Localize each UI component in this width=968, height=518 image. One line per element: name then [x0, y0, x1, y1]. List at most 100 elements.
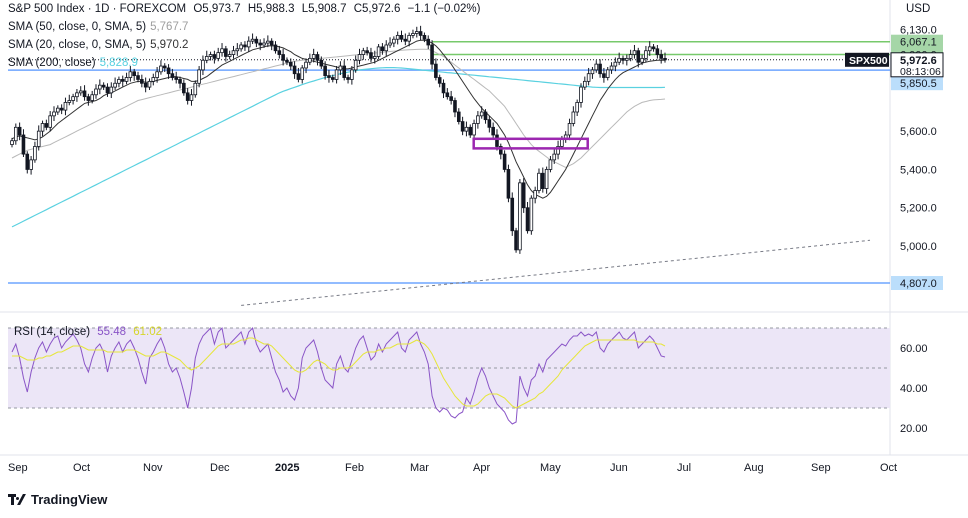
candle-body	[170, 73, 175, 78]
candle-body	[14, 126, 18, 142]
legend-sma200[interactable]: SMA (200, close) 5,828.9	[8, 56, 138, 70]
rsi-legend[interactable]: RSI (14, close) 55.48 61.02	[14, 326, 162, 338]
time-tick-label: Oct	[880, 462, 897, 474]
time-tick-label: Dec	[210, 462, 230, 474]
candle-body	[502, 153, 507, 170]
candle-body	[498, 146, 503, 155]
candle-body	[602, 73, 606, 78]
candle-body	[33, 146, 37, 161]
candle-body	[548, 159, 553, 170]
legend-sma50[interactable]: SMA (50, close, 0, SMA, 5) 5,767.7	[8, 20, 188, 34]
candle-body	[243, 44, 247, 48]
candle-body	[365, 50, 369, 54]
candle-body	[487, 119, 492, 128]
candle-body	[136, 75, 140, 80]
candle-body	[514, 230, 518, 251]
candle-body	[288, 61, 293, 67]
candle-body	[204, 56, 209, 61]
sma20-line	[11, 39, 665, 199]
price-label-bg	[891, 76, 943, 91]
candle-body	[571, 111, 576, 124]
candle-body	[609, 65, 614, 71]
candle-body	[395, 35, 400, 40]
candle-body	[659, 54, 663, 59]
price-tick-label: 5,200.0	[900, 203, 937, 215]
candle-body	[201, 59, 205, 71]
candle-body	[36, 130, 41, 147]
annotation-box	[472, 137, 589, 150]
candle-body	[476, 115, 480, 124]
candle-body	[10, 140, 14, 145]
candle-body	[98, 84, 102, 90]
candle-body	[449, 96, 453, 101]
candle-body	[628, 54, 633, 59]
candle-body	[556, 146, 560, 155]
candle-body	[266, 40, 270, 44]
price-level-label: 4,807.0	[900, 278, 937, 290]
candle-body	[71, 96, 75, 101]
currency-label[interactable]: USD	[906, 3, 931, 15]
candle-body	[510, 197, 515, 232]
candle-body	[94, 88, 98, 96]
candle-body	[651, 46, 656, 50]
candle-body	[598, 63, 602, 75]
candle-body	[40, 123, 45, 132]
candle-body	[533, 190, 537, 199]
rsi-line	[11, 326, 666, 425]
candle-body	[105, 86, 110, 94]
sma50-line	[11, 48, 666, 169]
symbol-label: S&P 500 Index · 1D · FOREXCOM	[8, 3, 187, 15]
candle-body	[239, 44, 243, 50]
candle-body	[605, 69, 610, 78]
candle-body	[342, 65, 347, 78]
candle-body	[411, 33, 415, 36]
candle-body	[594, 63, 599, 71]
candle-body	[273, 44, 278, 52]
symbol-tag-text: SPX500	[849, 55, 888, 67]
candle-body	[208, 54, 213, 57]
candle-body	[59, 107, 64, 111]
candle-body	[296, 73, 301, 80]
candle-body	[304, 61, 308, 69]
candle-body	[647, 46, 652, 52]
candle-body	[21, 134, 26, 155]
candle-body	[269, 40, 274, 46]
candle-body	[281, 54, 285, 61]
candle-body	[483, 111, 488, 121]
candle-body	[231, 50, 236, 55]
candle-body	[185, 92, 190, 101]
candle-body	[235, 48, 240, 52]
candle-body	[414, 31, 419, 34]
price-level-label: 6,067.1	[900, 37, 937, 49]
candle-body	[380, 46, 385, 52]
candle-body	[456, 111, 461, 122]
legend-sma20[interactable]: SMA (20, close, 0, SMA, 5) 5,970.2	[8, 38, 188, 52]
candle-body	[212, 54, 217, 59]
candle-body	[613, 61, 618, 67]
time-tick-label: Jul	[677, 462, 691, 474]
candle-body	[262, 42, 266, 46]
candle-body	[159, 65, 163, 73]
candle-body	[468, 126, 473, 136]
symbol-tag	[845, 52, 889, 67]
candle-body	[220, 48, 224, 54]
candle-body	[56, 107, 60, 113]
candle-body	[113, 82, 117, 88]
candle-body	[315, 54, 320, 61]
candle-body	[552, 153, 557, 161]
candle-body	[529, 197, 534, 232]
time-tick-label: Jun	[610, 462, 628, 474]
sma200-line	[11, 66, 666, 228]
candle-body	[464, 126, 469, 132]
tradingview-logo-icon	[8, 494, 33, 505]
legend-sma20-value: 5,970.2	[150, 39, 189, 51]
candle-body	[491, 126, 495, 136]
rsi-tick-label: 60.00	[900, 343, 928, 355]
candle-body	[430, 44, 434, 65]
symbol-header: S&P 500 Index · 1D · FOREXCOM O5,973.7 H…	[8, 3, 484, 15]
rsi-tick-label: 20.00	[900, 423, 928, 435]
candle-body	[128, 71, 133, 78]
tradingview-logo[interactable]: TradingView	[8, 492, 107, 507]
rsi-legend-value: 55.48	[97, 326, 127, 338]
